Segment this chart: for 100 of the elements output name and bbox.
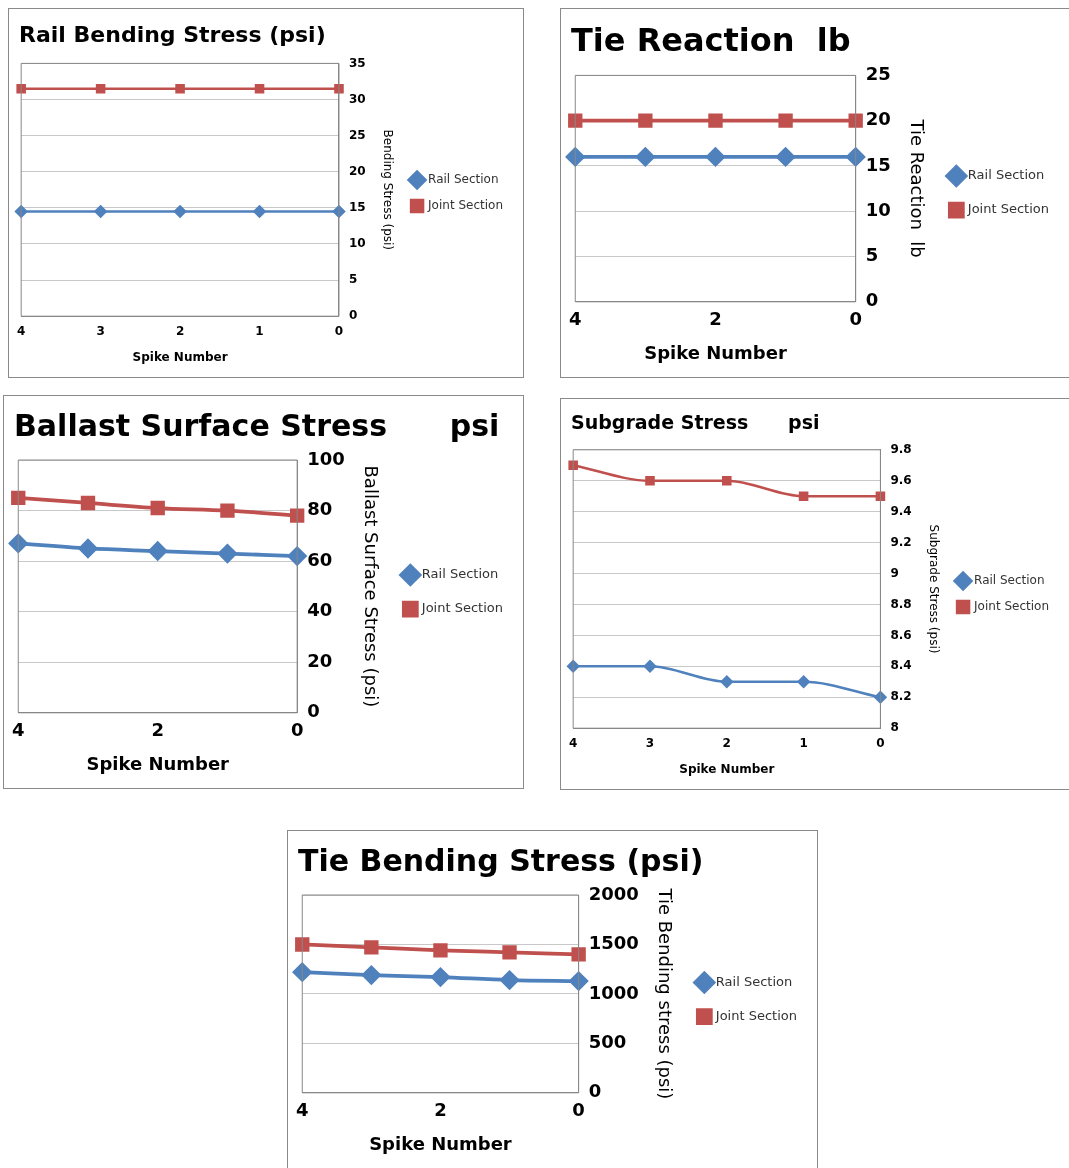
point <box>295 937 310 952</box>
x-tick-label: 2 <box>175 323 185 338</box>
point <box>798 491 809 501</box>
y-axis-title: Tie Bending stress (psi) <box>654 887 676 1100</box>
x-tick-label: 4 <box>296 1099 309 1121</box>
y-tick-label: 0 <box>307 700 320 722</box>
legend-label: Joint Section <box>427 198 504 213</box>
x-tick-label: 3 <box>96 323 105 338</box>
y-tick-label: 8 <box>890 720 899 735</box>
y-tick-label: 1000 <box>588 981 639 1003</box>
legend-label: Rail Section <box>715 973 793 989</box>
x-axis-title: Spike Number <box>679 761 775 776</box>
point <box>148 541 168 561</box>
point <box>8 534 28 553</box>
point <box>150 500 165 516</box>
y-tick-label: 80 <box>307 498 333 520</box>
legend-label: Joint Section <box>714 1007 797 1023</box>
x-tick-label: 1 <box>255 323 264 338</box>
y-tick-label: 20 <box>348 163 366 178</box>
point <box>722 475 732 486</box>
point <box>571 947 586 962</box>
y-tick-label: 0 <box>865 289 879 311</box>
y-tick-label: 15 <box>348 199 366 214</box>
y-tick-label: 20 <box>307 649 333 671</box>
y-tick-label: 20 <box>865 108 891 130</box>
x-axis-title: Spike Number <box>86 752 230 774</box>
x-tick-label: 4 <box>569 735 578 750</box>
point <box>431 967 450 987</box>
x-tick-label: 1 <box>799 735 808 750</box>
point <box>569 971 589 991</box>
x-axis-title: Spike Number <box>132 349 228 364</box>
legend-label: Joint Section <box>973 599 1050 614</box>
x-tick-label: 3 <box>645 735 655 750</box>
point <box>11 490 26 506</box>
point <box>361 965 381 985</box>
point <box>875 491 886 501</box>
point <box>643 660 657 673</box>
x-tick-label: 2 <box>151 719 164 741</box>
y-axis-title: Bending Stress (psi) <box>380 129 395 251</box>
x-axis-title: Spike Number <box>369 1132 512 1154</box>
point <box>645 475 655 486</box>
point <box>78 539 98 558</box>
x-tick-label: 0 <box>849 308 862 330</box>
y-tick-label: 8.8 <box>890 596 912 611</box>
y-tick-label: 15 <box>865 153 891 175</box>
y-tick-label: 8.6 <box>890 627 912 642</box>
point <box>80 495 96 511</box>
y-tick-label: 8.4 <box>890 658 912 673</box>
point <box>364 940 379 955</box>
x-tick-label: 2 <box>722 735 731 750</box>
y-tick-label: 8.2 <box>890 689 912 704</box>
point <box>287 546 307 566</box>
y-tick-label: 5 <box>348 272 358 287</box>
y-tick-label: 1500 <box>588 932 639 954</box>
y-tick-label: 30 <box>348 91 366 106</box>
y-tick-label: 40 <box>307 599 333 621</box>
legend-label: Rail Section <box>967 167 1045 183</box>
point <box>502 945 517 960</box>
chart-title: Rail Bending Stress (psi) <box>19 21 326 47</box>
y-tick-label: 35 <box>348 55 366 70</box>
y-tick-label: 500 <box>588 1031 627 1053</box>
x-tick-label: 0 <box>334 323 344 338</box>
x-axis-title: Spike Number <box>644 341 787 363</box>
point <box>566 660 580 673</box>
y-axis-title: Tie Reaction lb <box>906 118 928 258</box>
y-tick-label: 25 <box>348 127 366 142</box>
x-tick-label: 2 <box>709 308 722 330</box>
x-tick-label: 4 <box>17 323 26 338</box>
chart-title: Subgrade Stress psi <box>571 411 820 434</box>
y-tick-label: 0 <box>588 1080 602 1102</box>
y-axis-title: Ballast Surface Stress (psi) <box>360 465 382 708</box>
y-tick-label: 9.2 <box>890 534 912 549</box>
point <box>797 675 810 689</box>
x-tick-label: 0 <box>572 1099 585 1121</box>
y-tick-label: 9.8 <box>890 441 912 456</box>
point <box>289 508 305 523</box>
point <box>500 970 519 990</box>
y-tick-label: 100 <box>307 447 345 469</box>
chart-title: Tie Bending Stress (psi) <box>298 842 704 878</box>
chart-title: Ballast Surface Stress psi <box>14 407 500 443</box>
legend-label: Joint Section <box>420 600 503 616</box>
y-tick-label: 10 <box>865 198 891 220</box>
y-tick-label: 2000 <box>588 882 639 904</box>
legend-label: Rail Section <box>428 172 499 187</box>
point <box>220 503 235 518</box>
x-tick-label: 4 <box>12 719 25 741</box>
legend-label: Rail Section <box>421 566 499 582</box>
point <box>874 691 887 704</box>
y-tick-label: 25 <box>865 63 891 85</box>
chart-title: Tie Reaction lb <box>571 20 851 59</box>
y-tick-label: 60 <box>307 548 333 570</box>
y-tick-label: 9 <box>890 565 899 580</box>
point <box>218 544 237 563</box>
x-tick-label: 4 <box>569 308 582 330</box>
y-tick-label: 5 <box>865 244 879 266</box>
x-tick-label: 2 <box>434 1099 447 1121</box>
y-tick-label: 9.4 <box>890 503 912 518</box>
point <box>433 943 448 958</box>
y-tick-label: 9.6 <box>890 472 912 487</box>
legend-label: Rail Section <box>974 573 1045 588</box>
